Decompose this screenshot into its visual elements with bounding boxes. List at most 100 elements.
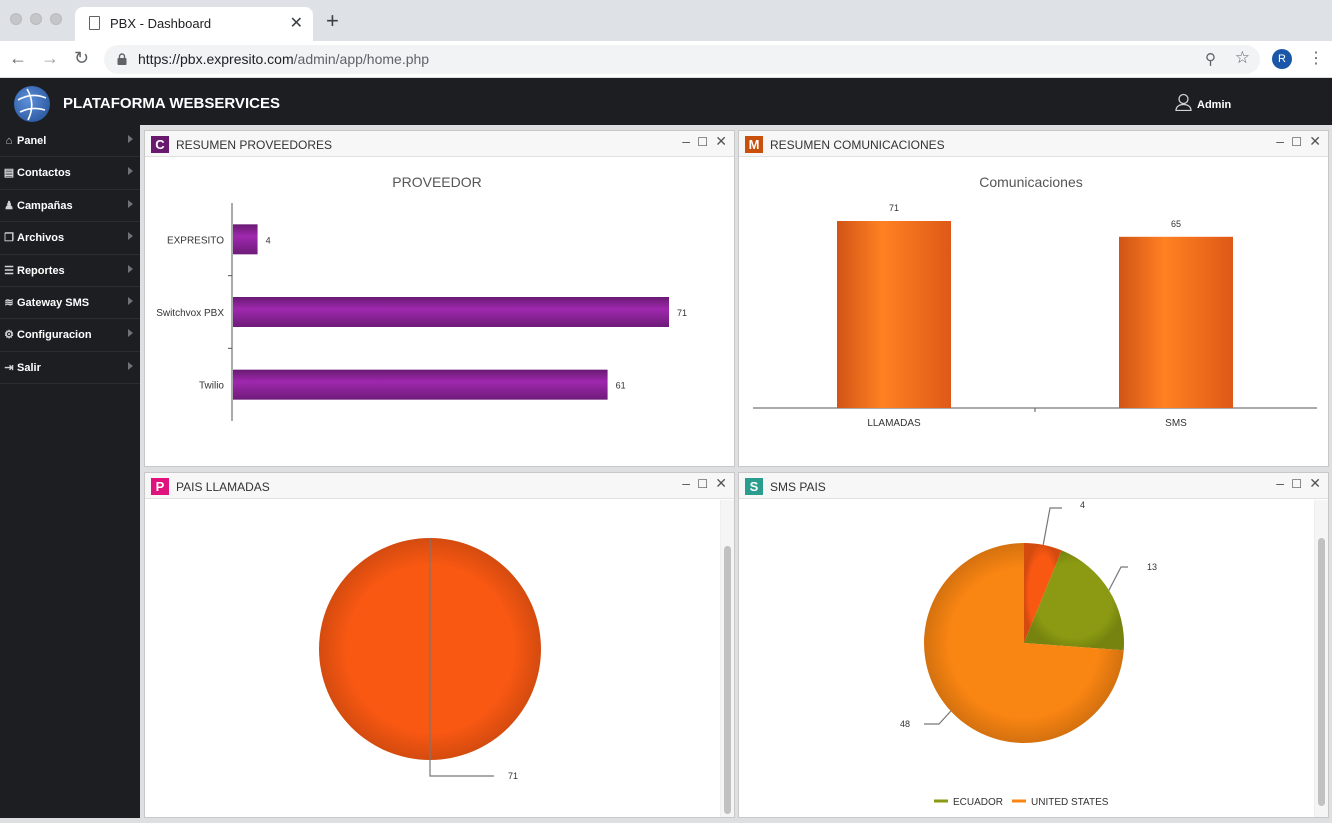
panel-badge: P — [151, 478, 169, 495]
scrollbar-thumb[interactable] — [724, 546, 731, 814]
minimize-icon[interactable]: – — [682, 133, 690, 149]
panel-resumen-comunicaciones: M RESUMEN COMUNICACIONES – ☐ ✕ Comunicac… — [738, 130, 1329, 467]
globe-logo-icon — [14, 86, 50, 122]
close-icon[interactable]: ✕ — [1309, 133, 1321, 149]
sidebar-item-label: Configuracion — [17, 329, 92, 342]
layers-icon: ≋ — [4, 296, 14, 309]
data-label: 4 — [1080, 500, 1085, 510]
new-tab-button[interactable]: + — [326, 8, 339, 33]
page-icon — [89, 16, 100, 30]
chevron-right-icon — [128, 135, 133, 143]
window-close-dot[interactable] — [10, 13, 22, 25]
browser-tab[interactable]: PBX - Dashboard ✕ — [75, 7, 313, 41]
panel-title: PAIS LLAMADAS — [176, 480, 270, 494]
panel-header: C RESUMEN PROVEEDORES – ☐ ✕ — [145, 131, 734, 157]
close-tab-icon[interactable]: ✕ — [289, 15, 303, 32]
data-label: 13 — [1147, 562, 1157, 572]
list-icon: ☰ — [4, 264, 14, 277]
window-zoom-dot[interactable] — [50, 13, 62, 25]
browser-tab-bar: PBX - Dashboard ✕ + — [0, 0, 1332, 41]
panel-resumen-proveedores: C RESUMEN PROVEEDORES – ☐ ✕ PROVEEDOR EXP… — [144, 130, 735, 467]
zoom-icon[interactable]: ⚲ — [1205, 51, 1216, 68]
bookmark-star-icon[interactable]: ☆ — [1234, 48, 1250, 67]
chevron-right-icon — [128, 199, 133, 208]
maximize-icon[interactable]: ☐ — [1291, 477, 1302, 491]
url-path: /admin/app/home.php — [293, 51, 430, 67]
gear-icon: ⚙ — [4, 329, 14, 342]
sms-pais-pie-chart: 4 13 48 ECUADOR UNITED STATES — [900, 500, 1157, 808]
bar — [1119, 236, 1233, 408]
user-name: Admin — [1197, 99, 1232, 111]
forward-arrow-icon[interactable]: → — [41, 48, 59, 68]
logout-icon: ⇥ — [4, 361, 14, 374]
sidebar-item-label: Archivos — [17, 232, 65, 245]
leader-line — [924, 710, 952, 725]
category-label: Twilio — [199, 381, 224, 392]
panel-scrollbar[interactable] — [720, 500, 734, 817]
minimize-icon[interactable]: – — [682, 475, 690, 491]
pie-slice — [924, 543, 1124, 743]
back-arrow-icon[interactable]: ← — [9, 48, 27, 68]
data-label: 71 — [677, 308, 687, 318]
address-bar[interactable]: https://pbx.expresito.com/admin/app/home… — [104, 45, 1260, 74]
sidebar-item-gateway-sms[interactable]: ≋ Gateway SMS — [0, 287, 140, 320]
close-icon[interactable]: ✕ — [715, 475, 727, 491]
files-icon: ❐ — [4, 232, 14, 245]
panel-badge: C — [151, 136, 169, 153]
maximize-icon[interactable]: ☐ — [1291, 135, 1302, 149]
legend-label: UNITED STATES — [1031, 797, 1109, 808]
minimize-icon[interactable]: – — [1276, 475, 1284, 491]
panel-title: RESUMEN PROVEEDORES — [176, 138, 333, 152]
app-header: PLATAFORMA WEBSERVICES Admin — [0, 78, 1332, 125]
data-label: 65 — [1171, 219, 1181, 229]
sidebar-item-campanas[interactable]: ♟ Campañas — [0, 190, 140, 223]
category-label: Switchvox PBX — [156, 308, 224, 319]
sidebar-item-archivos[interactable]: ❐ Archivos — [0, 222, 140, 255]
sidebar-item-contactos[interactable]: ▤ Contactos — [0, 157, 140, 190]
sidebar-item-configuracion[interactable]: ⚙ Configuracion — [0, 319, 140, 352]
panel-header: S SMS PAIS – ☐ ✕ — [739, 473, 1328, 499]
brand-title: PLATAFORMA WEBSERVICES — [63, 95, 280, 112]
chevron-right-icon — [128, 296, 133, 305]
category-label: LLAMADAS — [867, 418, 921, 429]
maximize-icon[interactable]: ☐ — [697, 135, 708, 149]
bar — [233, 224, 258, 255]
data-label: 48 — [900, 719, 910, 729]
home-icon: ⌂ — [5, 135, 13, 147]
url-text: https://pbx.expresito.com/admin/app/home… — [138, 51, 429, 67]
bar — [837, 221, 951, 408]
close-icon[interactable]: ✕ — [1309, 475, 1321, 491]
category-label: EXPRESITO — [167, 235, 224, 246]
chevron-right-icon — [128, 232, 133, 241]
data-label: 71 — [889, 203, 899, 213]
sidebar-item-label: Campañas — [17, 199, 73, 212]
reload-icon[interactable]: ↻ — [74, 48, 90, 68]
sidebar-item-reportes[interactable]: ☰ Reportes — [0, 255, 140, 287]
leader-line — [1042, 507, 1062, 545]
pie-slice — [1024, 550, 1124, 651]
close-icon[interactable]: ✕ — [715, 133, 727, 149]
sidebar: ⌂ Panel ▤ Contactos ♟ Campañas ❐ Archivos ☰ R… — [0, 125, 140, 818]
leader-line — [429, 538, 494, 777]
chevron-right-icon — [128, 167, 133, 176]
minimize-icon[interactable]: – — [1276, 133, 1284, 149]
window-minimize-dot[interactable] — [30, 13, 42, 25]
chart-title: Comunicaciones — [979, 174, 1083, 190]
panel-scrollbar[interactable] — [1314, 500, 1328, 817]
category-label: SMS — [1165, 418, 1187, 429]
pais-llamadas-pie-chart: 71 — [319, 538, 541, 781]
sidebar-item-panel[interactable]: ⌂ Panel — [0, 125, 140, 158]
user-icon — [1175, 93, 1192, 111]
sidebar-item-salir[interactable]: ⇥ Salir — [0, 352, 140, 385]
maximize-icon[interactable]: ☐ — [697, 477, 708, 491]
sidebar-item-label: Reportes — [17, 264, 65, 277]
sidebar-item-label: Panel — [17, 135, 47, 147]
scrollbar-thumb[interactable] — [1318, 538, 1325, 806]
browser-menu-icon[interactable]: ⋮ — [1308, 50, 1324, 67]
comunicaciones-bar-chart: Comunicaciones 71 LLAMADAS 65 SMS — [753, 174, 1317, 429]
panel-badge: S — [745, 478, 763, 495]
data-label: 61 — [616, 381, 626, 391]
profile-avatar[interactable]: R — [1272, 49, 1292, 69]
chevron-right-icon — [128, 329, 133, 338]
data-label: 4 — [266, 235, 271, 245]
